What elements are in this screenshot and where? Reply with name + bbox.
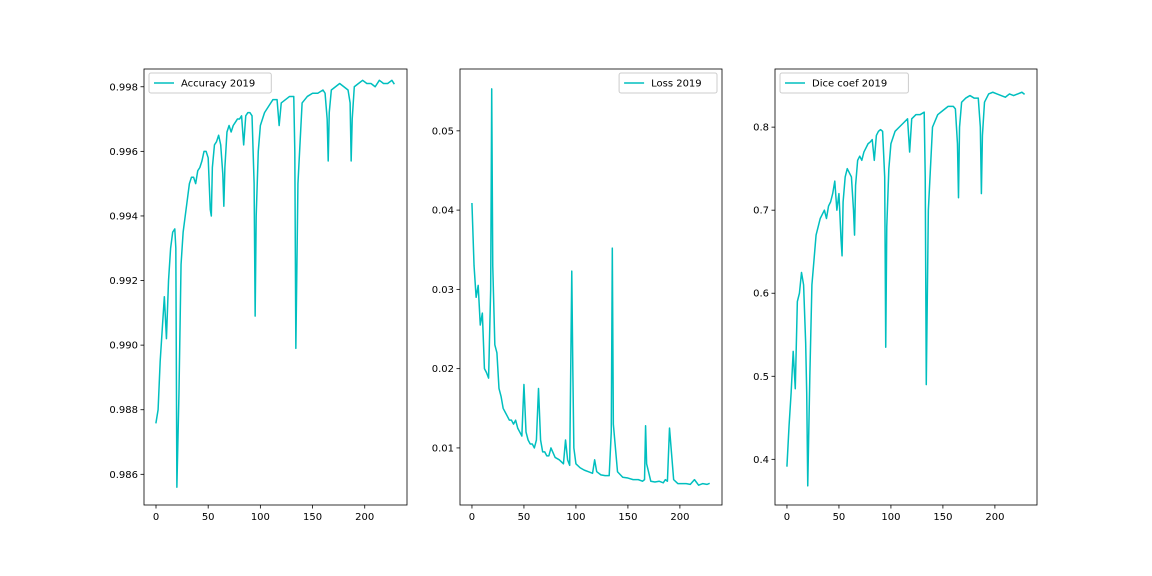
accuracy-y-tick-label: 0.996 <box>109 147 138 158</box>
accuracy-y-tick-label: 0.994 <box>109 211 138 222</box>
loss-x-tick-label: 200 <box>670 512 689 523</box>
dice-coef-series-line-0 <box>786 91 1026 487</box>
loss-series-line-0 <box>471 88 710 486</box>
loss-x-tick-label: 100 <box>566 512 585 523</box>
dice-coef-x-tick-label: 100 <box>881 512 900 523</box>
loss-panel: 0 50 100 150 200 0.01 0.02 0.03 0.04 0.05 Loss 201… <box>432 68 723 523</box>
dice-coef-legend-box <box>779 72 909 94</box>
accuracy-y-tick-label: 0.998 <box>109 82 138 93</box>
loss-x-tick-label: 150 <box>618 512 637 523</box>
loss-y-tick-label: 0.01 <box>432 443 454 454</box>
dice-coef-y-tick-label: 0.7 <box>753 206 769 217</box>
accuracy-axes-frame <box>143 68 408 506</box>
loss-y-tick-label: 0.03 <box>432 285 454 296</box>
loss-legend-label: Loss 2019 <box>651 79 702 90</box>
loss-legend-box <box>618 72 718 94</box>
dice-coef-panel: 0 50 100 150 200 0.4 0.5 0.6 0.7 0.8 Dice coef 201… <box>753 68 1038 523</box>
accuracy-y-tick-label: 0.986 <box>109 470 138 481</box>
accuracy-series-line-0 <box>155 79 395 488</box>
dice-coef-x-tick-label: 150 <box>933 512 952 523</box>
accuracy-y-tick-label: 0.992 <box>109 276 138 287</box>
dice-coef-y-tick-label: 0.5 <box>753 372 769 383</box>
accuracy-legend-box <box>148 72 272 94</box>
loss-axes-frame <box>459 68 723 506</box>
loss-y-tick-label: 0.04 <box>432 206 454 217</box>
dice-coef-x-tick-label: 50 <box>833 512 846 523</box>
dice-coef-axes-frame <box>774 68 1038 506</box>
dice-coef-x-tick-label: 200 <box>985 512 1004 523</box>
loss-x-tick-label: 50 <box>518 512 531 523</box>
accuracy-y-tick-label: 0.990 <box>109 341 138 352</box>
accuracy-x-tick-label: 200 <box>355 512 374 523</box>
dice-coef-y-tick-label: 0.8 <box>753 123 769 134</box>
dice-coef-legend-label: Dice coef 2019 <box>812 79 887 90</box>
loss-y-tick-label: 0.05 <box>432 126 454 137</box>
loss-y-tick-label: 0.02 <box>432 364 454 375</box>
accuracy-legend-label: Accuracy 2019 <box>181 79 255 90</box>
accuracy-x-tick-label: 150 <box>303 512 322 523</box>
dice-coef-y-tick-label: 0.6 <box>753 289 769 300</box>
accuracy-y-tick-label: 0.988 <box>109 405 138 416</box>
accuracy-x-tick-label: 100 <box>251 512 270 523</box>
accuracy-x-tick-label: 0 <box>153 512 159 523</box>
accuracy-panel: 0 50 100 150 200 0.986 0.988 0.990 0.992 0.994 0.9… <box>109 68 408 523</box>
dice-coef-x-tick-label: 0 <box>784 512 790 523</box>
dice-coef-y-tick-label: 0.4 <box>753 455 769 466</box>
accuracy-x-tick-label: 50 <box>202 512 215 523</box>
loss-x-tick-label: 0 <box>469 512 475 523</box>
